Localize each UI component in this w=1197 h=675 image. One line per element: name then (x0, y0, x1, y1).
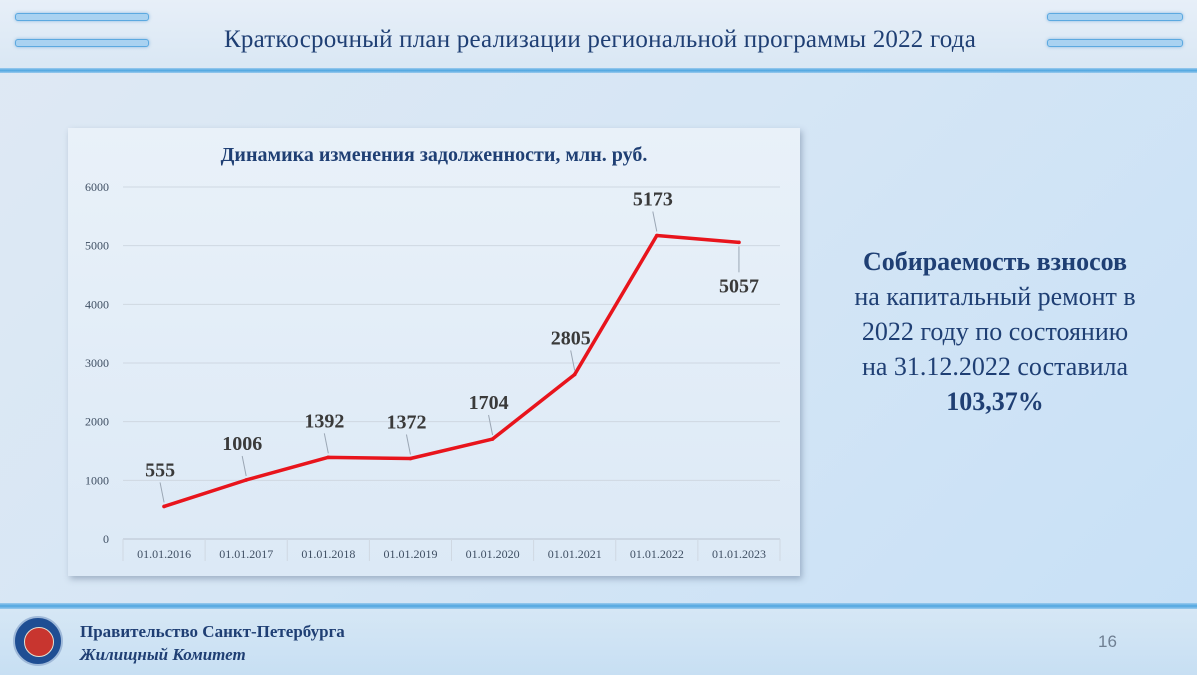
committee-name: Жилищный Комитет (80, 645, 246, 664)
data-label: 1006 (222, 433, 262, 455)
summary-line-2: на капитальный ремонт в (854, 282, 1136, 311)
data-point (737, 240, 741, 245)
summary-line-4: на 31.12.2022 составила (861, 352, 1129, 381)
org-name: Правительство Санкт-Петербурга (80, 622, 345, 641)
x-tick-label: 01.01.2021 (548, 547, 602, 561)
data-point (162, 504, 166, 509)
page-number: 16 (1098, 632, 1117, 651)
data-point (244, 478, 248, 482)
summary-line-3: 2022 году по состоянию (861, 317, 1129, 346)
collection-rate-value: 103,37% (946, 387, 1044, 416)
footer-bar (0, 609, 1197, 675)
decor-bar-left-bottom (15, 39, 149, 47)
y-tick-label: 4000 (85, 297, 109, 311)
decor-bar-left-top (15, 13, 149, 21)
data-point (655, 233, 659, 238)
housing-committee-emblem-icon (13, 616, 63, 666)
x-tick-label: 01.01.2016 (137, 547, 191, 561)
x-tick-label: 01.01.2023 (712, 547, 766, 561)
data-label-leader (159, 482, 165, 503)
data-label: 1392 (304, 410, 344, 432)
data-label-leader (652, 211, 658, 232)
y-tick-label: 2000 (85, 415, 109, 429)
x-tick-label: 01.01.2018 (301, 547, 355, 561)
data-label-leader (488, 414, 494, 436)
data-label-leader (241, 455, 247, 477)
y-tick-label: 1000 (85, 473, 109, 487)
chart-title: Динамика изменения задолженности, млн. р… (220, 144, 648, 166)
header-divider (0, 68, 1197, 73)
header-bar (0, 0, 1197, 70)
x-tick-label: 01.01.2022 (630, 547, 684, 561)
data-label-leader (570, 350, 576, 371)
data-label: 5173 (633, 189, 673, 211)
data-label-leader (323, 433, 329, 454)
decor-bar-right-top (1047, 13, 1183, 21)
data-label: 2805 (551, 327, 591, 349)
emblem-shield-icon (24, 627, 54, 657)
data-point (572, 372, 577, 377)
y-tick-label: 3000 (85, 356, 109, 370)
x-tick-label: 01.01.2019 (383, 547, 437, 561)
y-tick-label: 5000 (85, 239, 109, 253)
y-tick-label: 0 (103, 532, 109, 546)
x-tick-label: 01.01.2020 (466, 547, 520, 561)
data-label: 555 (145, 459, 175, 481)
data-label-leader (405, 434, 411, 455)
collection-rate-summary: Собираемость взносов на капитальный ремо… (815, 244, 1175, 419)
x-tick-label: 01.01.2017 (219, 547, 273, 561)
data-label: 1704 (469, 392, 509, 414)
summary-heading: Собираемость взносов (862, 247, 1128, 276)
chart-panel: Динамика изменения задолженности, млн. р… (68, 128, 800, 576)
debt-line-chart: 0 1000 2000 3000 4000 5000 6000 01.01.2016 01.01… (85, 180, 781, 561)
decor-bar-right-bottom (1047, 39, 1183, 47)
data-point (490, 437, 495, 441)
page-title: Краткосрочный план реализации региональн… (224, 26, 976, 53)
series-line (162, 233, 741, 509)
data-point (408, 456, 413, 461)
data-point (326, 455, 331, 460)
data-label: 5057 (719, 275, 759, 297)
footer-divider (0, 603, 1197, 609)
data-label: 1372 (386, 412, 426, 434)
y-tick-label: 6000 (85, 180, 109, 194)
